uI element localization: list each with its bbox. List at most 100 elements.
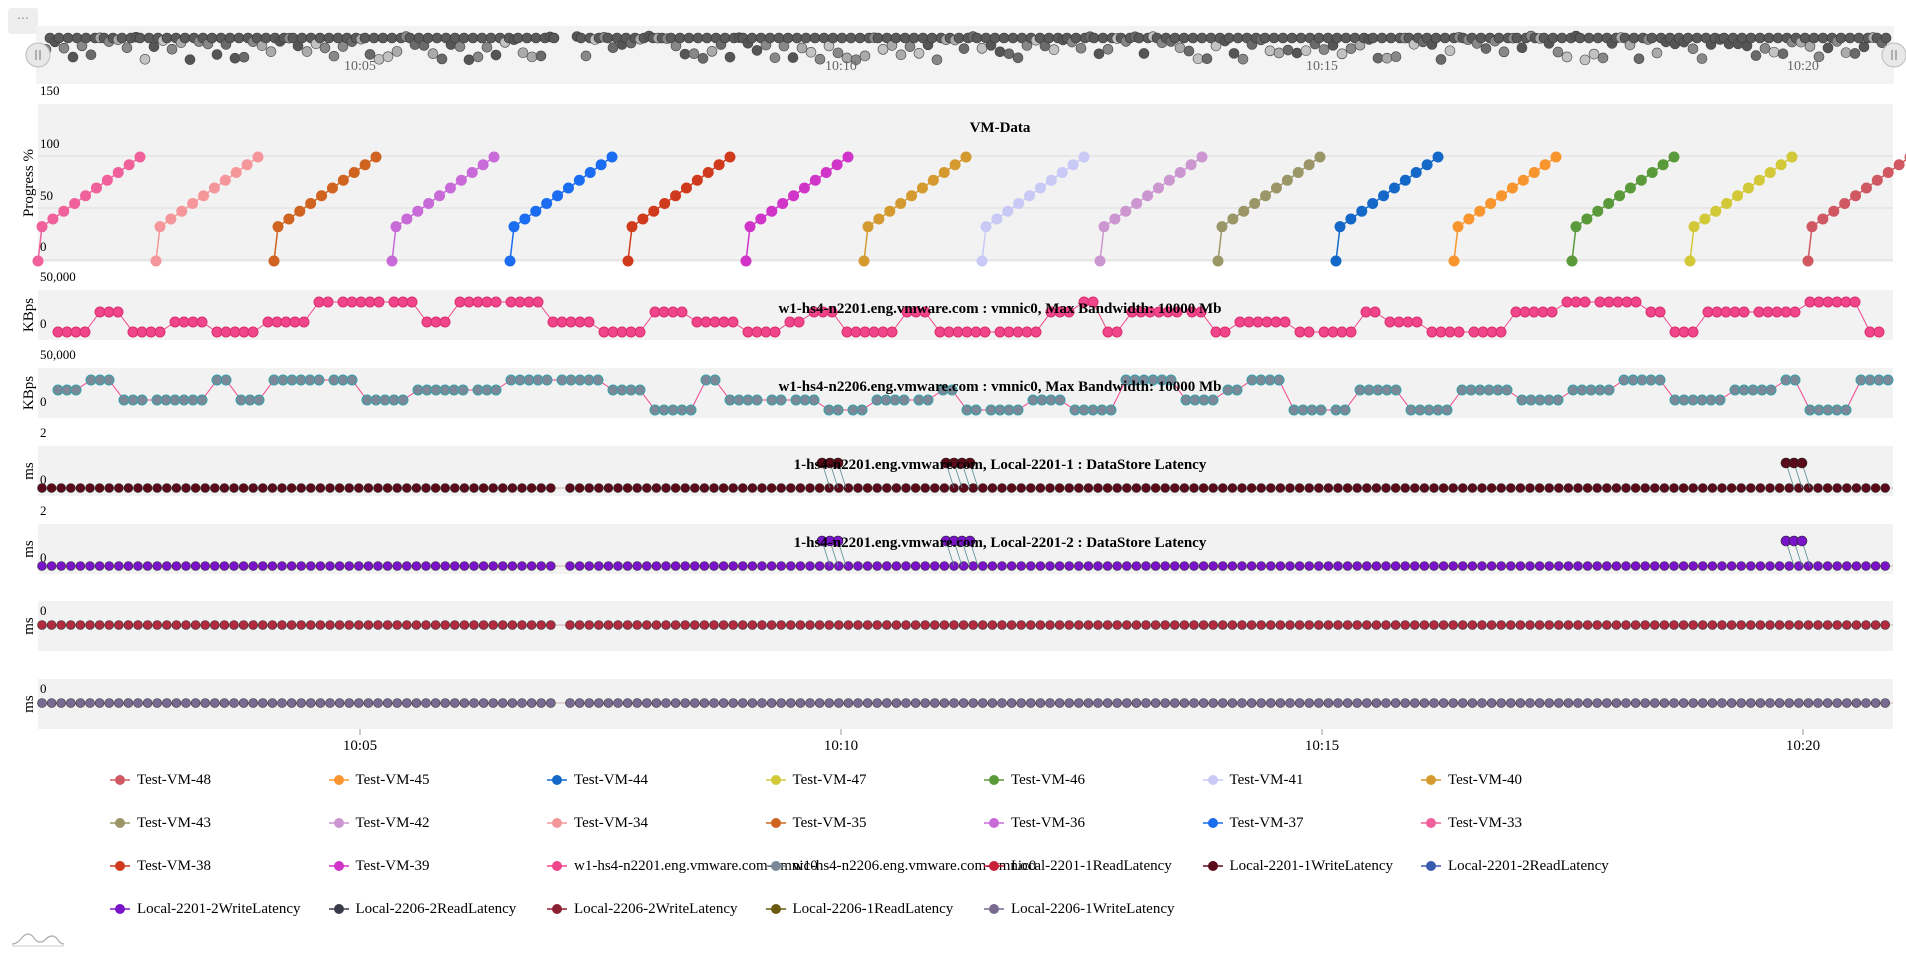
data-point <box>977 620 988 630</box>
legend-item[interactable]: Test-VM-40 <box>1421 770 1522 790</box>
data-point <box>296 483 307 493</box>
data-point <box>1539 159 1551 171</box>
navigator-point <box>1475 32 1487 44</box>
data-point <box>898 394 910 406</box>
legend-item[interactable]: Test-VM-33 <box>1421 813 1522 833</box>
data-point <box>1603 197 1615 209</box>
data-point <box>724 151 736 163</box>
data-point <box>1369 306 1381 318</box>
navigator-handle-right[interactable] <box>1881 42 1906 68</box>
legend-item[interactable]: Test-VM-46 <box>984 770 1085 790</box>
data-point <box>1678 483 1689 493</box>
data-point <box>1064 620 1074 630</box>
series-line <box>1811 158 1906 228</box>
data-point <box>622 255 634 267</box>
data-point <box>1668 151 1680 163</box>
legend-item[interactable]: Test-VM-48 <box>110 770 211 790</box>
legend-item[interactable]: Local-2206-2ReadLatency <box>328 899 516 919</box>
legend-item[interactable]: Test-VM-42 <box>328 813 429 833</box>
data-point <box>248 620 258 630</box>
legend-item[interactable]: Test-VM-41 <box>1202 770 1303 790</box>
navigator-point <box>1070 32 1082 44</box>
data-point <box>584 561 595 571</box>
data-point <box>541 197 553 209</box>
data-point <box>1411 316 1423 328</box>
navigator-point <box>958 43 970 54</box>
legend-item[interactable]: w1-hs4-n2206.eng.vmware.com-vmnic0 <box>765 856 1036 876</box>
legend-item[interactable]: Test-VM-35 <box>765 813 866 833</box>
data-point <box>1592 620 1602 630</box>
navigator-point <box>1232 32 1244 44</box>
legend-item[interactable]: Local-2206-1ReadLatency <box>765 899 953 919</box>
navigator-point <box>1840 47 1852 58</box>
data-point <box>363 698 374 708</box>
legend-item[interactable]: w1-hs4-n2201.eng.vmware.com-vmnic0 <box>547 856 818 876</box>
data-point <box>497 620 508 630</box>
data-point <box>1684 255 1696 267</box>
legend-item[interactable]: Test-VM-39 <box>328 856 429 876</box>
data-point <box>286 698 297 708</box>
data-point <box>1362 483 1372 493</box>
navigator-point <box>1012 52 1024 64</box>
data-point <box>1477 620 1487 630</box>
data-point <box>1495 326 1507 338</box>
legend-item[interactable]: Test-VM-44 <box>547 770 648 790</box>
legend-item[interactable]: Local-2201-2WriteLatency <box>110 899 300 919</box>
legend-item[interactable]: Local-2201-2ReadLatency <box>1421 856 1609 876</box>
data-point <box>987 698 998 708</box>
data-point <box>536 561 547 571</box>
navigator-handle-left[interactable] <box>25 42 51 68</box>
data-point <box>190 561 201 571</box>
navigator-point <box>134 32 146 44</box>
data-point <box>1285 620 1295 630</box>
legend-item[interactable]: Test-VM-36 <box>984 813 1085 833</box>
data-point <box>1765 698 1775 708</box>
legend-item[interactable]: Test-VM-37 <box>1202 813 1303 833</box>
navigator-point <box>764 32 776 44</box>
legend-item[interactable]: Local-2201-1ReadLatency <box>984 856 1172 876</box>
data-point <box>1707 698 1718 708</box>
navigator-point <box>1777 48 1789 60</box>
data-point <box>382 620 393 630</box>
data-point <box>862 221 874 233</box>
legend-item[interactable]: Local-2201-1WriteLatency <box>1202 856 1393 876</box>
navigator[interactable]: 10:05 10:10 10:15 10:20 <box>25 26 1906 84</box>
data-point <box>1784 698 1794 708</box>
data-point <box>808 394 820 406</box>
data-point <box>248 483 258 493</box>
data-point <box>795 561 806 571</box>
data-point <box>1736 561 1746 571</box>
legend-item[interactable]: Local-2206-1WriteLatency <box>984 899 1174 919</box>
data-point <box>1078 151 1090 163</box>
series-line <box>513 156 613 228</box>
navigator-point <box>260 32 272 44</box>
legend-marker-icon <box>984 775 1004 785</box>
data-point <box>1371 483 1382 493</box>
data-point <box>268 255 280 267</box>
data-point <box>757 698 767 708</box>
data-point <box>1131 620 1142 630</box>
legend-item[interactable]: Test-VM-47 <box>765 770 866 790</box>
legend-item[interactable]: Test-VM-43 <box>110 813 211 833</box>
data-point <box>728 483 739 493</box>
data-point <box>530 205 542 217</box>
navigator-point <box>1574 32 1586 44</box>
data-point <box>104 620 114 630</box>
legend-item[interactable]: Test-VM-38 <box>110 856 211 876</box>
legend-item[interactable]: Test-VM-34 <box>547 813 648 833</box>
data-point <box>1602 620 1612 630</box>
data-point <box>680 483 691 493</box>
data-point <box>1208 483 1218 493</box>
data-point <box>916 182 928 194</box>
legend-item[interactable]: Test-VM-45 <box>328 770 429 790</box>
series-test-vm-35 <box>268 151 382 267</box>
legend-item[interactable]: Local-2206-2WriteLatency <box>547 899 737 919</box>
data-point <box>862 698 873 708</box>
data-point <box>1056 166 1068 178</box>
legend-marker-icon <box>547 861 567 871</box>
navigator-point <box>787 52 799 63</box>
chart-menu-button[interactable]: ⋯ <box>8 8 38 34</box>
data-point <box>1314 620 1324 630</box>
data-point <box>1304 483 1314 493</box>
legend-label: Test-VM-34 <box>574 814 648 831</box>
